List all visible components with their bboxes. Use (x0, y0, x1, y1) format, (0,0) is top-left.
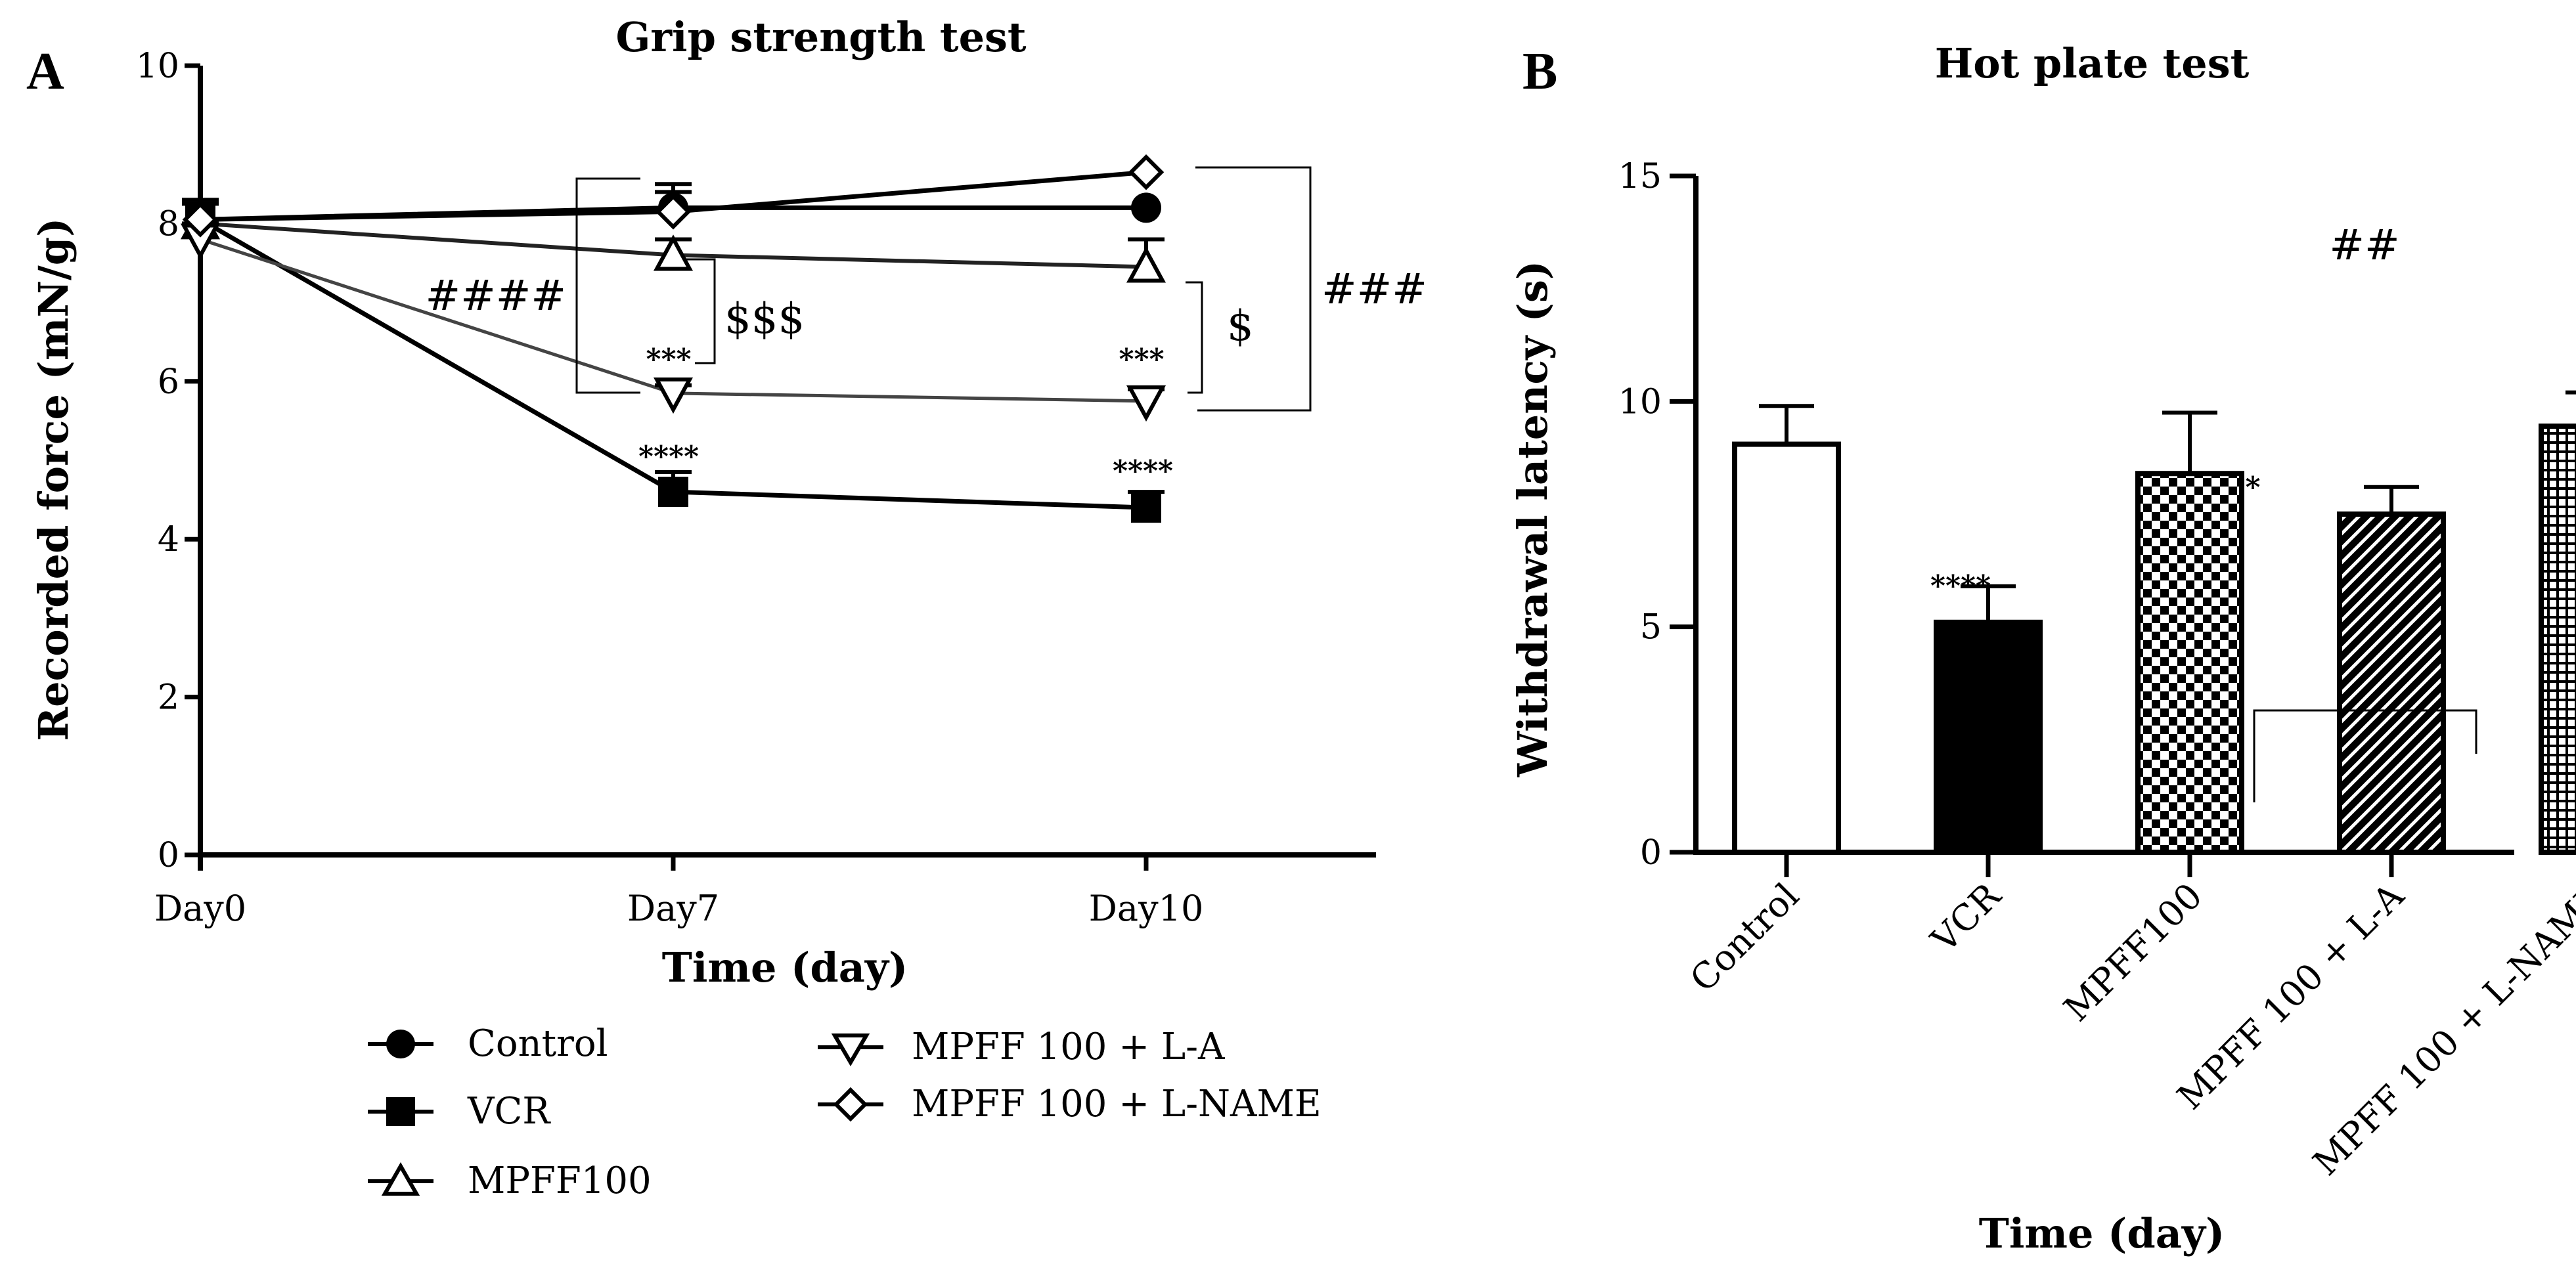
bracket-hash-label: ## (2329, 221, 2399, 270)
panel-b-y-tick-label: 15 (1618, 157, 1662, 196)
vcr-day10-stars: **** (1113, 454, 1173, 488)
panel-a-title: Grip strength test (615, 13, 1026, 61)
panel-b-title: Hot plate test (1935, 39, 2250, 87)
panel-a-annotations: **** **** *** *** #### $$$ $ ### (426, 265, 1427, 488)
panel-a-letter: A (26, 43, 64, 100)
legend-diamond-marker (833, 1087, 868, 1122)
legend-circle-marker (386, 1030, 415, 1058)
panel-b-y-tick-label: 10 (1618, 382, 1662, 422)
la-bar-star: * (2245, 471, 2260, 504)
panel-b-letter: B (1522, 43, 1557, 100)
bracket-day10-hash (1195, 166, 1312, 412)
panel-a-y-tick-label: 2 (158, 678, 179, 718)
bracket-day7-dollar (683, 258, 716, 364)
bar-rect (1732, 441, 1841, 855)
legend-item-vcr: VCR (368, 1090, 551, 1133)
bar-mpff-100-l-a (2337, 485, 2446, 855)
data-point (655, 194, 692, 230)
panel-a-x-tick-label: Day7 (627, 888, 719, 929)
day7-hash-label: #### (426, 272, 567, 320)
panel-a-x-axis-title: Time (day) (662, 944, 908, 991)
legend-square-marker (386, 1097, 415, 1126)
legend-label-mpff100: MPFF100 (468, 1160, 652, 1202)
panel-b-x-tick-label: MPFF 100 + L-A (2169, 875, 2412, 1118)
legend-label-vcr: VCR (467, 1090, 551, 1133)
data-point (1131, 492, 1161, 523)
panel-a-y-tick-label: 4 (158, 520, 179, 559)
la-day7-stars: *** (646, 343, 691, 376)
panel-a-tick-labels: 0 2 4 6 8 10 Day0 Day7 Day10 (136, 47, 1204, 929)
data-point (1131, 192, 1161, 223)
day7-dollar-label: $$$ (724, 295, 805, 343)
data-point (1128, 154, 1165, 190)
panel-b-x-tick-label: Control (1682, 875, 1807, 1000)
legend-label-mpff-la: MPFF 100 + L-A (912, 1026, 1225, 1068)
legend-triangle-down-marker (831, 1033, 870, 1066)
bar-control (1732, 404, 1841, 855)
panel-a-x-tick-label: Day10 (1089, 888, 1204, 929)
legend-item-mpff-lname: MPFF 100 + L-NAME (818, 1083, 1321, 1125)
panel-a-grip-strength: A Grip strength test Recorded force (mN/… (26, 13, 1427, 1202)
bracket-la-lname (2253, 709, 2477, 802)
panel-a-y-tick-label: 10 (136, 47, 179, 86)
bar-rect (2337, 511, 2446, 855)
data-point (182, 202, 219, 238)
panel-b-x-tick-label: MPFF100 (2056, 875, 2210, 1030)
legend-label-control: Control (468, 1022, 608, 1065)
legend-item-mpff100: MPFF100 (368, 1160, 652, 1202)
legend-item-control: Control (368, 1022, 608, 1065)
panel-b-bars (1732, 390, 2576, 855)
data-point (653, 377, 694, 414)
day10-dollar-label: $ (1227, 302, 1254, 351)
panel-a-x-tick-label: Day0 (154, 888, 246, 929)
bracket-day10-dollar (1186, 281, 1203, 394)
panel-b-hot-plate: B Hot plate test Withdrawal latency (s) … (1509, 39, 2576, 1257)
bar-vcr (1934, 584, 2043, 855)
bracket-day7-hash (575, 177, 640, 394)
panel-a-series (180, 154, 1166, 523)
panel-b-y-axis-title: Withdrawal latency (s) (1509, 261, 1557, 778)
panel-a-y-tick-label: 6 (158, 362, 179, 402)
data-point (658, 477, 688, 508)
vcr-bar-stars: **** (1930, 569, 1991, 603)
panel-b-y-tick-label: 0 (1640, 833, 1662, 873)
bar-mpff100 (2135, 410, 2244, 855)
bar-rect (2135, 471, 2244, 855)
bar-rect (2539, 424, 2576, 855)
legend-label-mpff-lname: MPFF 100 + L-NAME (912, 1083, 1321, 1125)
panel-a-legend: Control VCR MPFF100 MPFF 100 + L-A MPFF (368, 1022, 1321, 1202)
la-day10-stars: *** (1119, 343, 1164, 376)
panel-b-x-tick-label: VCR (1922, 875, 2009, 961)
vcr-day7-stars: **** (638, 440, 699, 473)
data-point (653, 234, 694, 271)
panel-a-y-tick-label: 0 (158, 836, 179, 875)
series-mpff-100-l-name (182, 154, 1165, 238)
bar-rect (1934, 619, 2043, 855)
data-point (1126, 246, 1166, 283)
bar-mpff-100-l-name (2539, 390, 2576, 855)
legend-item-mpff-la: MPFF 100 + L-A (818, 1026, 1225, 1068)
panel-a-axes (185, 63, 1376, 871)
panel-a-brackets (575, 166, 1312, 412)
panel-b-annotations: **** * ## (1930, 221, 2400, 603)
panel-b-y-tick-label: 5 (1640, 608, 1662, 647)
panel-b-x-axis-title: Time (day) (1979, 1209, 2225, 1257)
legend-triangle-up-marker (381, 1162, 420, 1196)
panel-a-y-tick-label: 8 (158, 204, 179, 244)
panel-a-y-axis-title: Recorded force (mN/g) (30, 218, 78, 741)
series-mpff-100-l-a (180, 221, 1166, 422)
data-point (1126, 385, 1166, 422)
day10-hash-label: ### (1321, 265, 1427, 314)
